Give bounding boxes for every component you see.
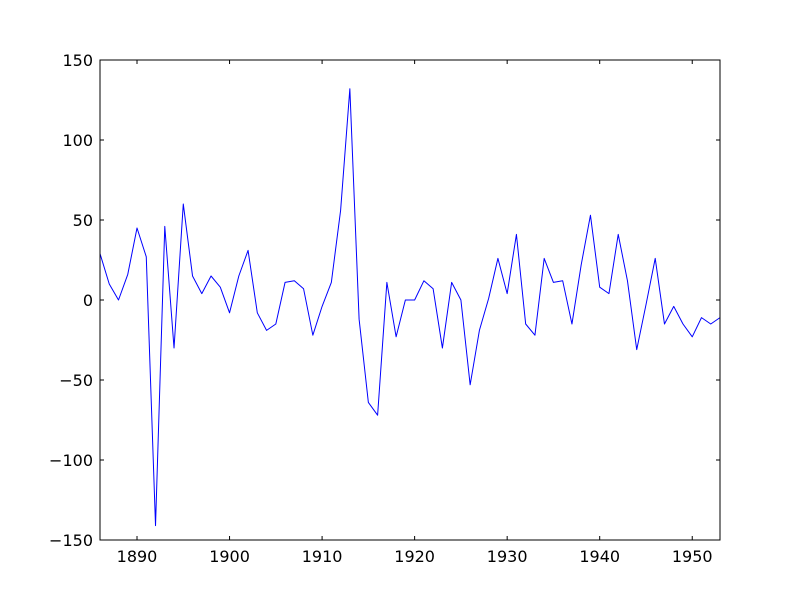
series-line-0 [99, 88, 721, 527]
plot-frame [99, 59, 721, 541]
series-layer [99, 88, 721, 527]
x-tick-label: 1950 [672, 547, 713, 566]
x-tick-label: 1890 [117, 547, 158, 566]
x-tick-label: 1940 [579, 547, 620, 566]
y-tick-label: −150 [49, 531, 93, 550]
x-tick-label: 1900 [209, 547, 250, 566]
x-tick-label: 1920 [394, 547, 435, 566]
y-tick-label: 50 [73, 211, 93, 230]
y-tick-label: 150 [62, 51, 93, 70]
y-tick-label: 0 [83, 291, 93, 310]
ticks-layer: 1890 1900 1910 1920 1930 1940 1950 −150 −100 −50 0… [49, 51, 720, 566]
y-tick-label: −100 [49, 451, 93, 470]
x-tick-label: 1930 [487, 547, 528, 566]
y-tick-label: 100 [62, 131, 93, 150]
y-tick-label: −50 [59, 371, 93, 390]
x-tick-label: 1910 [302, 547, 343, 566]
